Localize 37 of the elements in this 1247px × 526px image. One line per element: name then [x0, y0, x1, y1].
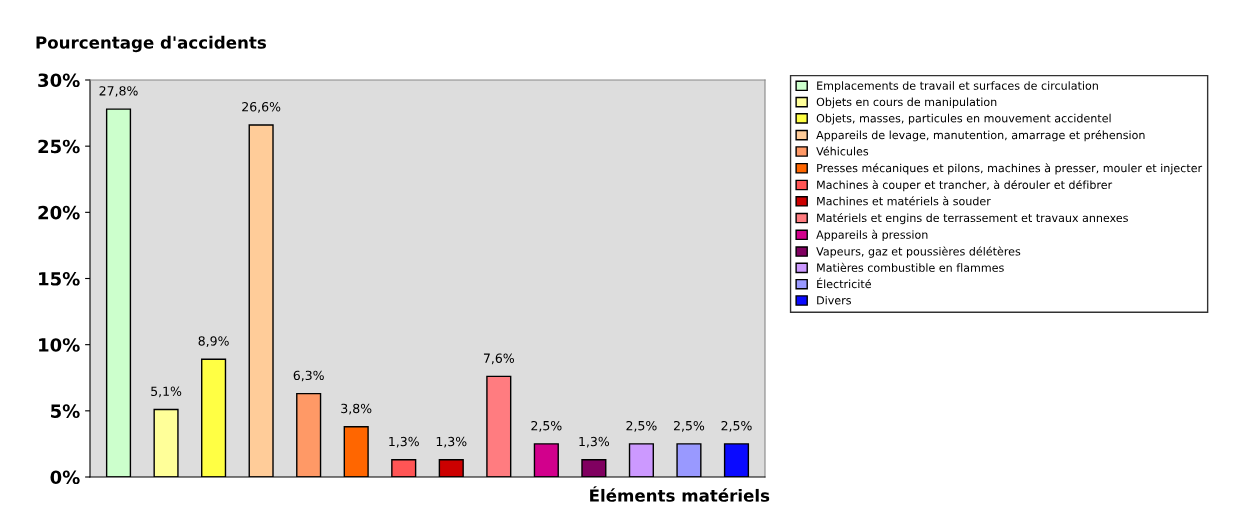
y-tick-label: 20% [38, 205, 80, 220]
y-tick-label: 10% [39, 338, 80, 352]
y-tick-label: 30% [38, 73, 80, 88]
data-label: 3,8% [341, 403, 372, 415]
legend-label: Matériels et engins de terrassement et travaux annexes [817, 213, 1128, 225]
data-label: 2,5% [626, 420, 657, 432]
data-label: 2,5% [721, 420, 752, 432]
legend-label: Appareils à pression [816, 229, 928, 241]
data-label: 8,9% [198, 336, 229, 347]
y-tick-label: 5% [51, 404, 80, 418]
y-tick-label: 25% [38, 139, 80, 154]
data-label: 7,6% [483, 353, 514, 365]
legend-label: Appareils de levage, manutention, amarrage et préhension [816, 130, 1145, 142]
legend-label: Machines à couper et trancher, à dérouler et défibrer [817, 179, 1113, 192]
data-label: 1,3% [389, 436, 419, 448]
data-label: 1,3% [579, 436, 610, 448]
data-label: 6,3% [293, 370, 324, 382]
legend-label: Machines et matériels à souder [817, 196, 991, 206]
legend-label: Emplacements de travail et surfaces de circulation [817, 81, 1098, 92]
data-label: 2,5% [673, 420, 705, 432]
legend-label: Divers [817, 295, 851, 305]
legend-label: Objets en cours de manipulation [816, 97, 997, 109]
x-axis-title: Éléments matériels [590, 486, 770, 502]
data-label: 26,6% [242, 102, 281, 113]
legend-label: Presses mécaniques et pilons, machines à presser, mouler et injecter [817, 163, 1203, 175]
legend-label: Vapeurs, gaz et poussières délétères [816, 246, 1021, 258]
legend-label: Électricité [817, 277, 871, 289]
legend-label: Véhicules [816, 146, 869, 156]
data-label: 5,1% [151, 386, 182, 398]
data-label: 2,5% [531, 420, 562, 432]
legend-label: Matières combustible en flammes [817, 262, 1004, 272]
y-tick-label: 0% [50, 470, 80, 485]
y-tick-label: 15% [39, 271, 80, 286]
legend-label: Objets, masses, particules en mouvement accidentel [816, 113, 1111, 125]
data-label: 1,3% [436, 436, 467, 448]
y-axis-title: Pourcentage d'accidents [36, 35, 266, 53]
data-label: 27,8% [99, 86, 138, 97]
